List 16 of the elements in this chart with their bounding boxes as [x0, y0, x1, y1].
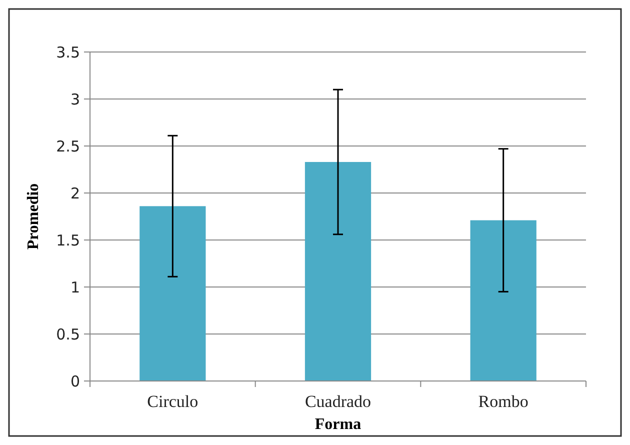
- x-tick-label: Rombo: [478, 392, 528, 411]
- y-tick-label: 1: [70, 278, 80, 296]
- y-tick-label: 0.5: [56, 325, 80, 344]
- bar: [304, 162, 372, 381]
- y-tick-label: 3: [70, 90, 80, 108]
- y-tick-label: 0: [70, 372, 80, 390]
- y-tick-label: 3.5: [56, 43, 80, 62]
- y-tick-label: 2.5: [56, 137, 80, 156]
- x-axis-title: Forma: [314, 416, 362, 433]
- y-axis-title: Promedio: [25, 183, 42, 250]
- y-tick-label: 1.5: [56, 231, 80, 250]
- bar: [470, 220, 536, 381]
- x-tick-label: Circulo: [147, 392, 198, 411]
- bar: [140, 206, 206, 381]
- x-tick-label: Cuadrado: [304, 392, 372, 411]
- y-tick-label: 2: [70, 184, 80, 202]
